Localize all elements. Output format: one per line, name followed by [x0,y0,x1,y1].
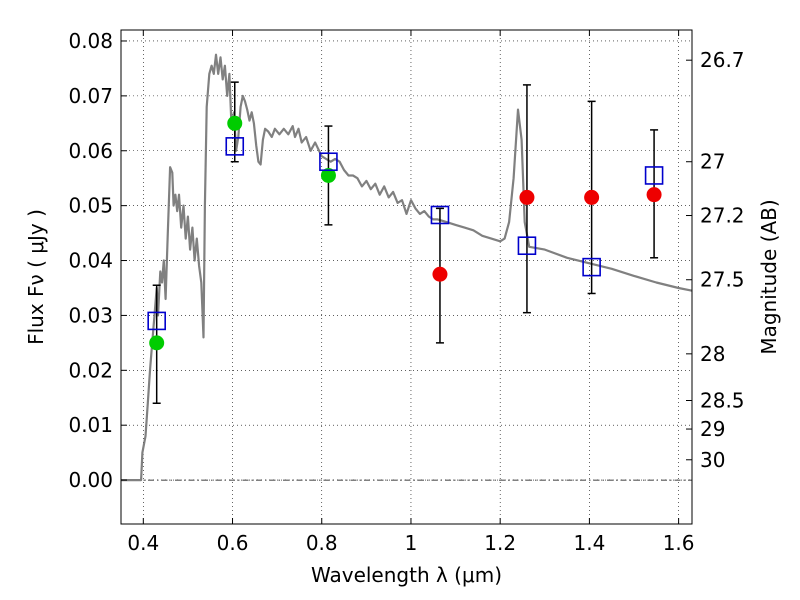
y-tick-label: 0.07 [68,84,113,108]
red-data-point [646,187,662,203]
y-tick-label: 0.06 [68,139,113,163]
green-data-point [227,115,243,131]
y-tick-label: 0.03 [68,303,113,327]
green-data-point [320,167,336,183]
mag-tick-label: 28 [700,342,725,366]
model-flux-square [517,236,537,256]
axis-ticks: 0.4 0.6 0.8 1 1.2 1.4 1.6 0.00 0.01 0.02 0.03 0.04 0… [68,29,744,555]
red-data-point [432,266,448,282]
model-flux-square [147,311,166,331]
x-tick-label: 1.6 [663,531,695,555]
mag-tick-label: 27 [700,150,725,174]
mag-tick-label: 27.2 [700,204,745,228]
model-flux-square [430,205,450,225]
mag-tick-label: 26.7 [700,48,745,72]
mag-tick-label: 30 [700,448,725,472]
y-tick-label: 0.04 [68,249,113,273]
plot-frame [120,29,693,525]
y-axis-label: Flux Fν ( μJy ) [24,209,48,345]
x-tick-label: 1.2 [484,531,516,555]
x-axis-label: Wavelength λ (μm) [311,563,502,587]
x-tick-label: 0.6 [217,531,249,555]
y-tick-label: 0.05 [68,194,113,218]
mag-tick-label: 29 [700,417,725,441]
model-flux-square [644,166,664,185]
data-layer [121,53,693,482]
y-tick-label: 0.02 [68,358,113,382]
y2-axis-label: Magnitude (AB) [757,199,781,354]
red-data-point [519,189,535,205]
x-tick-label: 0.4 [127,531,159,555]
x-tick-label: 1 [405,531,418,555]
x-tick-label: 1.4 [573,531,605,555]
green-data-point [149,335,165,351]
mag-tick-label: 28.5 [700,389,745,413]
model-flux-square [582,257,601,277]
model-flux-square [319,152,338,172]
sed-model-line [121,53,693,482]
mag-tick-label: 27.5 [700,268,745,292]
red-data-point [584,189,600,205]
y-tick-label: 0.01 [68,413,113,437]
model-flux-square [225,137,245,156]
y-tick-label: 0.08 [68,29,113,53]
x-tick-label: 0.8 [306,531,338,555]
y-tick-label: 0.00 [68,468,113,492]
